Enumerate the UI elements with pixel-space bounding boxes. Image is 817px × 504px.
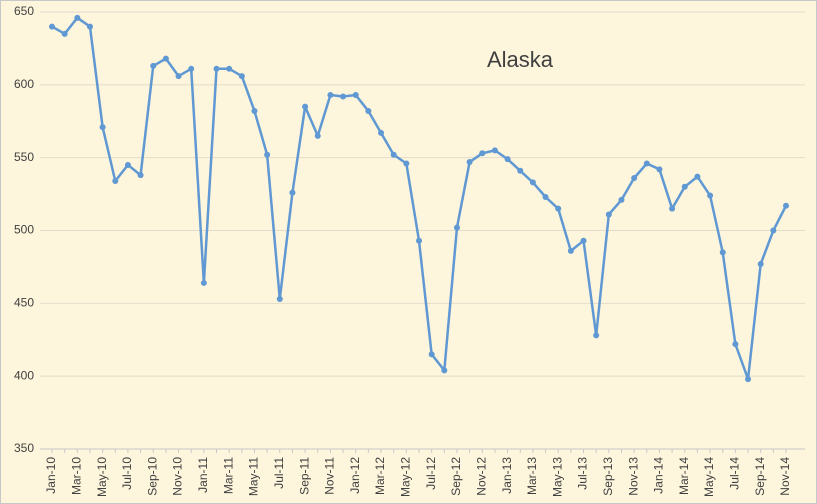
data-point xyxy=(453,224,460,231)
data-point xyxy=(403,160,410,167)
chart-title: Alaska xyxy=(487,47,554,72)
data-point xyxy=(631,175,638,182)
data-point xyxy=(137,172,144,179)
data-point xyxy=(150,62,157,69)
data-point xyxy=(188,65,195,72)
data-point xyxy=(289,189,296,196)
y-tick-label: 500 xyxy=(14,223,34,237)
data-point xyxy=(580,237,587,244)
data-point xyxy=(441,367,448,374)
data-point xyxy=(428,351,435,358)
data-point xyxy=(112,177,119,184)
y-tick-label: 450 xyxy=(14,296,34,310)
data-point xyxy=(567,247,574,254)
x-tick-label: Jul-10 xyxy=(120,457,134,490)
x-tick-label: Mar-10 xyxy=(69,457,83,495)
data-point xyxy=(618,196,625,203)
x-tick-label: Jul-13 xyxy=(576,457,590,490)
x-tick-label: Nov-14 xyxy=(778,457,792,496)
data-point xyxy=(49,23,55,30)
data-point xyxy=(238,73,245,80)
data-point xyxy=(365,108,372,115)
x-tick-label: Nov-11 xyxy=(323,457,337,495)
x-tick-label: Mar-14 xyxy=(677,457,691,495)
x-tick-label: May-12 xyxy=(399,457,413,497)
data-point xyxy=(783,202,789,209)
data-point xyxy=(504,156,511,163)
x-tick-label: Jan-13 xyxy=(500,457,514,494)
x-tick-label: Sep-12 xyxy=(449,457,463,496)
x-tick-label: May-14 xyxy=(702,457,716,497)
x-tick-label: Sep-10 xyxy=(145,457,159,496)
y-tick-label: 550 xyxy=(14,150,34,164)
x-tick-label: Mar-13 xyxy=(525,457,539,495)
x-tick-label: May-13 xyxy=(550,457,564,497)
data-point xyxy=(466,159,473,166)
data-point xyxy=(694,173,701,180)
data-point xyxy=(327,92,334,99)
data-point xyxy=(517,167,524,174)
data-point xyxy=(340,93,347,100)
x-tick-label: May-10 xyxy=(95,457,109,497)
x-tick-label: Sep-14 xyxy=(753,457,767,496)
data-point xyxy=(491,147,498,154)
data-point xyxy=(74,14,81,21)
x-tick-label: Jan-14 xyxy=(652,457,666,494)
data-point xyxy=(593,332,600,339)
data-point xyxy=(719,249,726,256)
data-point xyxy=(681,183,688,190)
data-point xyxy=(99,124,106,131)
x-tick-label: Jul-11 xyxy=(272,457,286,489)
data-point xyxy=(416,237,422,244)
y-tick-label: 600 xyxy=(14,77,34,91)
x-tick-label: May-11 xyxy=(247,457,261,496)
data-point xyxy=(61,30,68,37)
data-point xyxy=(656,166,663,173)
y-tick-label: 350 xyxy=(14,441,34,455)
data-point xyxy=(276,295,283,302)
data-point xyxy=(226,65,233,72)
data-point xyxy=(200,279,207,286)
data-point xyxy=(669,205,676,212)
x-tick-label: Jul-14 xyxy=(728,457,742,490)
data-point xyxy=(555,205,562,212)
data-point xyxy=(732,341,739,348)
data-point xyxy=(264,151,271,158)
x-tick-label: Nov-12 xyxy=(474,457,488,496)
data-point xyxy=(378,129,385,136)
x-tick-label: Sep-11 xyxy=(297,457,311,495)
x-tick-label: Nov-10 xyxy=(171,457,185,496)
data-point xyxy=(213,65,220,72)
x-tick-label: Jul-12 xyxy=(424,457,438,490)
data-point xyxy=(745,376,752,383)
data-point xyxy=(124,161,131,168)
y-tick-label: 400 xyxy=(14,368,34,382)
data-point xyxy=(314,132,321,139)
x-tick-label: Sep-13 xyxy=(601,457,615,496)
data-point xyxy=(390,151,397,158)
x-tick-label: Nov-13 xyxy=(626,457,640,496)
data-point xyxy=(770,227,777,234)
data-point xyxy=(175,73,182,80)
data-point xyxy=(162,55,169,62)
data-point xyxy=(643,160,650,167)
data-point xyxy=(251,108,258,115)
x-tick-label: Mar-11 xyxy=(221,457,235,494)
data-point xyxy=(86,23,93,30)
data-point xyxy=(605,211,612,218)
data-point xyxy=(542,193,549,200)
data-point xyxy=(352,92,359,99)
data-point xyxy=(707,192,714,199)
data-point xyxy=(302,103,309,110)
data-point xyxy=(757,261,764,268)
data-point xyxy=(479,150,486,157)
data-point xyxy=(529,179,536,186)
x-tick-label: Jan-10 xyxy=(44,457,58,494)
x-tick-label: Mar-12 xyxy=(373,457,387,495)
y-tick-label: 650 xyxy=(14,4,34,18)
x-tick-label: Jan-11 xyxy=(196,457,210,493)
x-tick-label: Jan-12 xyxy=(348,457,362,494)
